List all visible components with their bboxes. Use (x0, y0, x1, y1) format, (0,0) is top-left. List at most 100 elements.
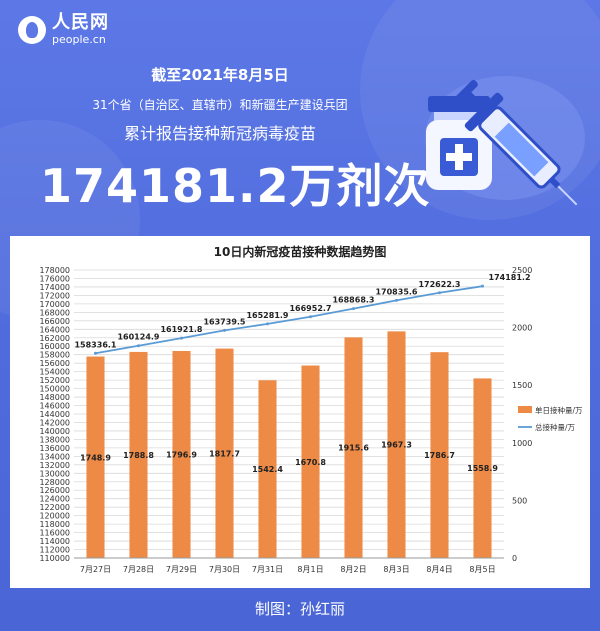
left-axis-tick-label: 112000 (39, 546, 70, 555)
line-point-2 (180, 336, 183, 340)
left-axis-tick-label: 158000 (39, 351, 70, 360)
left-axis-tick-label: 148000 (39, 393, 70, 402)
right-axis-tick-label: 1000 (512, 439, 532, 448)
desc-line: 累计报告接种新冠病毒疫苗 (123, 124, 316, 143)
line-data-label: 165281.9 (246, 311, 288, 320)
bar-daily-1 (129, 351, 148, 558)
bar-data-label: 1788.8 (123, 451, 154, 460)
right-axis-tick-label: 0 (512, 554, 517, 563)
x-tick-label: 8月2日 (340, 565, 366, 574)
bar-daily-2 (172, 350, 191, 558)
chart-panel: 10日内新冠疫苗接种数据趋势图 1748.9 1788.8 1796.9 1817.7… (10, 236, 590, 588)
bar-data-label: 1967.3 (381, 441, 412, 450)
bar-data-label: 1748.9 (80, 453, 111, 462)
vaccine-syringe-icon (425, 76, 585, 206)
bar-data-label: 1817.7 (209, 449, 240, 458)
left-axis-tick-label: 164000 (39, 325, 70, 334)
left-axis-tick-label: 142000 (39, 418, 70, 427)
right-axis-tick-label: 2000 (512, 324, 532, 333)
logo-cn-text: 人民网 (52, 12, 109, 33)
left-axis-tick-label: 110000 (39, 554, 70, 563)
bar-daily-8 (430, 352, 449, 558)
line-point-5 (309, 315, 312, 319)
line-data-label: 161921.8 (160, 325, 202, 334)
left-axis-tick-label: 166000 (39, 317, 70, 326)
left-axis-tick-label: 140000 (39, 427, 70, 436)
left-axis-tick-label: 128000 (39, 478, 70, 487)
region-line: 31个省（自治区、直辖市）和新疆生产建设兵团 (92, 98, 348, 112)
left-axis-tick-label: 176000 (39, 274, 70, 283)
bar-daily-0 (86, 356, 105, 558)
line-point-4 (266, 322, 269, 326)
x-tick-label: 8月4日 (426, 565, 452, 574)
left-axis-tick-label: 124000 (39, 495, 70, 504)
line-data-label: 168868.3 (332, 296, 374, 305)
left-axis-tick-label: 122000 (39, 503, 70, 512)
left-axis-tick-label: 172000 (39, 291, 70, 300)
bar-data-label: 1796.9 (166, 450, 197, 459)
x-tick-label: 8月1日 (297, 565, 323, 574)
bar-daily-9 (473, 378, 492, 558)
x-tick-label: 7月29日 (166, 565, 197, 574)
line-point-6 (352, 307, 355, 311)
left-axis-tick-label: 118000 (39, 520, 70, 529)
people-cn-logo: 人民网 people.cn (18, 14, 109, 45)
left-axis-tick-label: 120000 (39, 512, 70, 521)
bar-daily-7 (387, 331, 406, 558)
line-data-label: 172622.3 (418, 280, 460, 289)
x-tick-label: 7月27日 (80, 565, 111, 574)
left-axis-tick-label: 174000 (39, 283, 70, 292)
right-axis-tick-label: 1500 (512, 381, 532, 390)
bar-data-label: 1786.7 (424, 451, 455, 460)
bar-data-label: 1670.8 (295, 458, 326, 467)
line-point-3 (223, 328, 226, 332)
logo-en-text: people.cn (52, 33, 106, 46)
x-tick-label: 7月31日 (252, 565, 283, 574)
left-axis-tick-label: 154000 (39, 368, 70, 377)
left-axis-tick-label: 130000 (39, 469, 70, 478)
logo-icon (18, 15, 46, 44)
bar-data-label: 1558.9 (467, 464, 498, 473)
left-axis-tick-label: 114000 (39, 537, 70, 546)
total-doses-line (95, 285, 483, 355)
line-data-label: 160124.9 (117, 333, 159, 342)
left-axis-tick-label: 144000 (39, 410, 70, 419)
left-axis-tick-label: 152000 (39, 376, 70, 385)
x-tick-label: 7月28日 (123, 565, 154, 574)
line-point-8 (438, 291, 441, 295)
left-axis-tick-label: 146000 (39, 402, 70, 411)
x-tick-label: 7月30日 (209, 565, 240, 574)
x-tick-label: 8月3日 (383, 565, 409, 574)
vaccination-trend-chart: 10日内新冠疫苗接种数据趋势图 1748.9 1788.8 1796.9 1817.7… (39, 244, 583, 574)
credit-line: 制图：孙红丽 (254, 600, 345, 618)
line-point-0 (94, 351, 97, 355)
left-axis-tick-label: 126000 (39, 486, 70, 495)
bar-data-label: 1542.4 (252, 465, 283, 474)
line-point-7 (395, 298, 398, 302)
line-data-label: 170835.6 (375, 287, 417, 296)
left-axis-tick-label: 138000 (39, 435, 70, 444)
right-axis-tick-label: 2500 (512, 266, 532, 275)
left-axis-tick-label: 156000 (39, 359, 70, 368)
left-axis-tick-label: 150000 (39, 385, 70, 394)
left-axis-tick-label: 170000 (39, 300, 70, 309)
left-axis-tick-label: 162000 (39, 334, 70, 343)
left-axis-tick-label: 116000 (39, 529, 70, 538)
bar-daily-4 (258, 380, 277, 558)
left-axis-tick-label: 134000 (39, 452, 70, 461)
line-data-label: 158336.1 (74, 340, 116, 349)
x-tick-label: 8月5日 (469, 565, 495, 574)
legend-swatch-bar (518, 406, 532, 413)
line-point-1 (137, 344, 140, 348)
right-axis-tick-label: 500 (512, 496, 527, 505)
date-line: 截至2021年8月5日 (151, 66, 289, 84)
line-data-label: 166952.7 (289, 304, 331, 313)
left-axis-tick-label: 132000 (39, 461, 70, 470)
line-point-9 (481, 284, 484, 288)
left-axis-tick-label: 178000 (39, 266, 70, 275)
left-axis-tick-label: 136000 (39, 444, 70, 453)
total-doses: 174181.2万剂次 (40, 159, 431, 213)
line-data-label: 163739.5 (203, 317, 245, 326)
bar-daily-6 (344, 337, 363, 558)
